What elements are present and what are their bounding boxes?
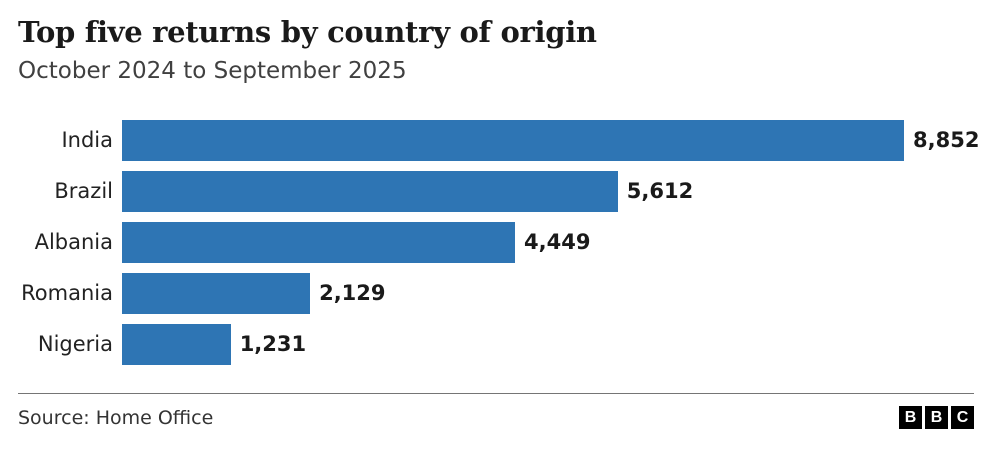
bar-track: 4,449 [122, 221, 974, 263]
chart-header: Top five returns by country of origin Oc… [18, 15, 974, 86]
bar-romania [122, 272, 311, 314]
bbc-logo-block: B [899, 406, 922, 429]
bar-track: 8,852 [122, 119, 980, 161]
bar-row: Brazil 5,612 [18, 170, 974, 212]
value-label: 4,449 [524, 230, 591, 255]
category-label-nigeria: Nigeria [37, 332, 113, 357]
bar-brazil [122, 170, 618, 212]
bar-nigeria [122, 323, 231, 365]
bbc-logo-block: C [951, 406, 974, 429]
bar-india [122, 119, 904, 161]
category-label-romania: Romania [21, 281, 113, 306]
chart-title: Top five returns by country of origin [18, 15, 597, 49]
bar-track: 1,231 [122, 323, 974, 365]
bar-chart: India 8,852 Brazil 5,612 Albania 4,449 Romania… [18, 119, 979, 365]
bar-row: Nigeria 1,231 [18, 323, 974, 365]
value-label: 8,852 [913, 128, 980, 153]
bar-track: 2,129 [122, 272, 974, 314]
value-label: 2,129 [319, 281, 386, 306]
chart-subtitle: October 2024 to September 2025 [18, 58, 407, 85]
bar-row: Albania 4,449 [18, 221, 974, 263]
bar-track: 5,612 [122, 170, 974, 212]
bar-row: Romania 2,129 [18, 272, 974, 314]
bar-row: India 8,852 [18, 119, 979, 161]
category-label-brazil: Brazil [54, 179, 113, 204]
category-label-albania: Albania [34, 230, 113, 255]
bbc-logo-block: B [925, 406, 948, 429]
value-label: 5,612 [626, 179, 694, 204]
source-note: Source: Home Office [18, 406, 214, 429]
value-label: 1,231 [239, 332, 307, 357]
category-label-india: India [61, 128, 113, 153]
bar-albania [122, 221, 515, 263]
